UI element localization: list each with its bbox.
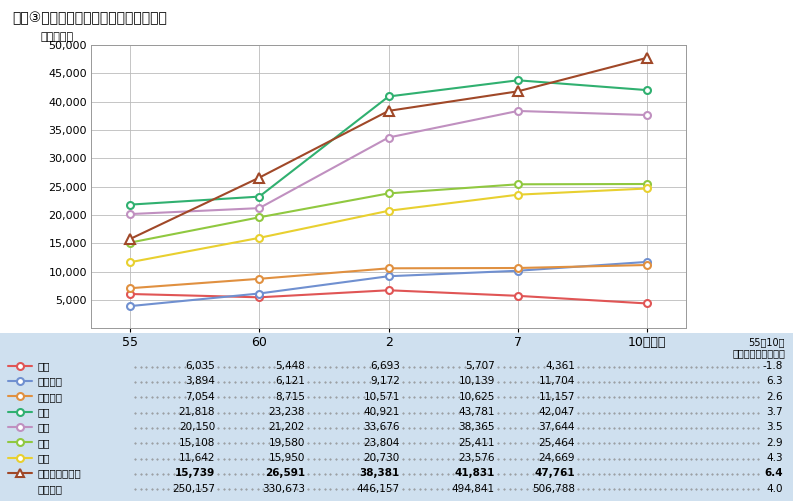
Text: 10,571: 10,571 (364, 392, 400, 402)
Text: 4.0: 4.0 (767, 483, 783, 493)
Text: 23,576: 23,576 (458, 453, 495, 463)
Text: 3,894: 3,894 (185, 376, 215, 386)
Text: 2.9: 2.9 (766, 438, 783, 448)
Text: 9,172: 9,172 (370, 376, 400, 386)
Text: 鉄騎: 鉄騎 (38, 361, 51, 371)
Text: 6,121: 6,121 (275, 376, 305, 386)
Text: 輸送機械: 輸送機械 (38, 392, 63, 402)
Text: 2.6: 2.6 (766, 392, 783, 402)
Text: 43,781: 43,781 (458, 407, 495, 417)
Text: 41,831: 41,831 (454, 468, 495, 478)
Text: 55～10年: 55～10年 (749, 337, 785, 347)
Text: 6,035: 6,035 (186, 361, 215, 371)
Text: 26,591: 26,591 (265, 468, 305, 478)
Text: 建設: 建設 (38, 407, 51, 417)
Text: 250,157: 250,157 (172, 483, 215, 493)
Text: 21,818: 21,818 (178, 407, 215, 417)
Text: 10,625: 10,625 (458, 392, 495, 402)
Text: 38,381: 38,381 (360, 468, 400, 478)
Text: 47,761: 47,761 (534, 468, 575, 478)
Text: -1.8: -1.8 (763, 361, 783, 371)
Text: 40,921: 40,921 (364, 407, 400, 417)
Text: 6.3: 6.3 (766, 376, 783, 386)
Text: 446,157: 446,157 (357, 483, 400, 493)
Text: 15,108: 15,108 (178, 438, 215, 448)
Text: 3.5: 3.5 (766, 422, 783, 432)
Text: 11,704: 11,704 (538, 376, 575, 386)
Text: 情報通信産業計: 情報通信産業計 (38, 468, 82, 478)
Text: 37,644: 37,644 (538, 422, 575, 432)
Text: 5,707: 5,707 (465, 361, 495, 371)
Text: 図表③　産業別名目粗付加価値額の比較: 図表③ 産業別名目粗付加価値額の比較 (12, 11, 167, 25)
Text: 24,669: 24,669 (538, 453, 575, 463)
Text: 8,715: 8,715 (275, 392, 305, 402)
Text: 20,150: 20,150 (178, 422, 215, 432)
Text: 3.7: 3.7 (766, 407, 783, 417)
Text: （十億円）: （十億円） (40, 32, 74, 42)
Text: 年平均成長率（％）: 年平均成長率（％） (732, 348, 785, 358)
Text: 11,642: 11,642 (178, 453, 215, 463)
Text: 33,676: 33,676 (363, 422, 400, 432)
Text: 15,950: 15,950 (269, 453, 305, 463)
Text: 7,054: 7,054 (186, 392, 215, 402)
Text: 23,804: 23,804 (364, 438, 400, 448)
Text: 330,673: 330,673 (262, 483, 305, 493)
Text: 6.4: 6.4 (764, 468, 783, 478)
Text: 25,411: 25,411 (458, 438, 495, 448)
Text: 506,788: 506,788 (532, 483, 575, 493)
Text: 494,841: 494,841 (452, 483, 495, 493)
Text: 19,580: 19,580 (269, 438, 305, 448)
Text: 21,202: 21,202 (269, 422, 305, 432)
Text: 電気機械: 電気機械 (38, 376, 63, 386)
Text: 15,739: 15,739 (174, 468, 215, 478)
Text: 5,448: 5,448 (275, 361, 305, 371)
Text: 4.3: 4.3 (766, 453, 783, 463)
Text: 運輸: 運輸 (38, 453, 51, 463)
Text: 11,157: 11,157 (538, 392, 575, 402)
Text: 38,365: 38,365 (458, 422, 495, 432)
Text: 4,361: 4,361 (545, 361, 575, 371)
Text: 20,730: 20,730 (364, 453, 400, 463)
Text: 卸売: 卸売 (38, 422, 51, 432)
Text: 6,693: 6,693 (370, 361, 400, 371)
Text: 23,238: 23,238 (269, 407, 305, 417)
Text: 25,464: 25,464 (538, 438, 575, 448)
Text: 42,047: 42,047 (538, 407, 575, 417)
Text: 10,139: 10,139 (458, 376, 495, 386)
Text: 小売: 小売 (38, 438, 51, 448)
Text: 全産業計: 全産業計 (38, 483, 63, 493)
